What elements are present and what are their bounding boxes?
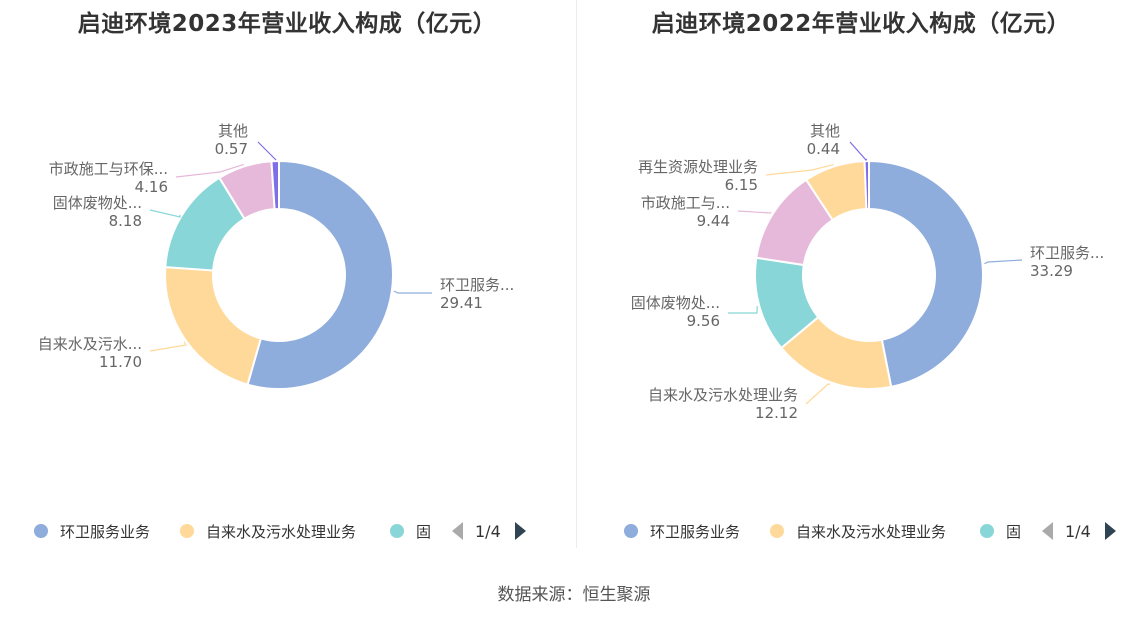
slice-value-label: 8.18 [109, 212, 142, 230]
chart-panel-2023: 启迪环境2023年营业收入构成（亿元） 环卫服务... 29.41 自来水及污水..… [0, 0, 574, 560]
leader-line [175, 163, 244, 178]
legend-2022: 环卫服务业务 自来水及污水处理业务 固 1/4 [574, 517, 1148, 547]
legend-item-solid-waste[interactable]: 固 [980, 517, 1021, 545]
legend-item-sanitation[interactable]: 环卫服务业务 [34, 517, 150, 545]
slice-label: 其他 [218, 122, 248, 140]
chart-title-2023: 启迪环境2023年营业收入构成（亿元） [77, 11, 497, 37]
slice-label: 固体废物处... [631, 294, 720, 312]
slice-value-label: 9.44 [697, 212, 730, 230]
slice-value-label: 11.70 [99, 353, 142, 371]
donut-slice[interactable] [868, 159, 984, 389]
leader-line [765, 163, 834, 176]
leader-line [149, 341, 187, 352]
legend-pager: 1/4 [452, 517, 526, 545]
slice-label: 市政施工与... [641, 194, 730, 212]
slice-label: 环卫服务... [440, 276, 514, 294]
donut-chart-2023: 环卫服务...29.41 自来水及污水...11.70 固体废物处...8.18 市政… [38, 122, 514, 390]
data-source-note: 数据来源：恒生聚源 [497, 585, 651, 605]
prev-page-icon[interactable] [1042, 522, 1053, 540]
legend-dot-icon [180, 524, 194, 538]
legend-pager: 1/4 [1042, 517, 1116, 545]
legend-label: 固 [416, 522, 432, 541]
legend-label: 环卫服务业务 [60, 522, 151, 541]
legend-page-indicator: 1/4 [475, 521, 501, 541]
leader-line [149, 209, 181, 218]
slice-label: 固体废物处... [53, 194, 142, 212]
next-page-icon[interactable] [514, 522, 526, 540]
slice-value-label: 9.56 [687, 312, 720, 330]
leader-line [805, 383, 831, 405]
legend-label: 环卫服务业务 [650, 522, 741, 541]
legend-2023: 环卫服务业务 自来水及污水处理业务 固 1/4 [0, 517, 574, 547]
legend-dot-icon [624, 524, 638, 538]
slice-label: 环卫服务... [1030, 244, 1104, 262]
slice-value-label: 4.16 [135, 178, 168, 196]
slice-label: 自来水及污水... [38, 335, 142, 353]
legend-label: 固 [1006, 522, 1022, 541]
leader-line [257, 141, 277, 161]
legend-item-water[interactable]: 自来水及污水处理业务 [770, 517, 946, 545]
legend-dot-icon [770, 524, 784, 538]
legend-item-solid-waste[interactable]: 固 [390, 517, 431, 545]
prev-page-icon[interactable] [452, 522, 463, 540]
panel-divider [576, 0, 577, 548]
leader-line [393, 290, 432, 294]
legend-item-water[interactable]: 自来水及污水处理业务 [180, 517, 356, 545]
legend-label: 自来水及污水处理业务 [796, 522, 947, 541]
donut-slice[interactable] [270, 159, 280, 211]
chart-title-2022: 启迪环境2022年营业收入构成（亿元） [651, 11, 1071, 37]
legend-dot-icon [34, 524, 48, 538]
slice-label: 自来水及污水处理业务 [648, 386, 798, 404]
leader-line [984, 259, 1023, 265]
slice-value-label: 6.15 [725, 176, 758, 194]
slice-value-label: 12.12 [755, 404, 798, 422]
slice-label: 其他 [810, 122, 840, 140]
chart-panel-2022: 启迪环境2022年营业收入构成（亿元） 环卫服务... 33.29 自来水及污水处理… [574, 0, 1148, 560]
slice-value-label: 0.57 [215, 140, 248, 158]
leader-line [849, 141, 868, 161]
slice-value-label: 29.41 [440, 294, 483, 312]
slice-value-label: 0.44 [807, 140, 840, 158]
slice-label: 市政施工与环保... [49, 160, 168, 178]
slice-label: 再生资源处理业务 [638, 158, 758, 176]
next-page-icon[interactable] [1104, 522, 1116, 540]
leader-line [728, 306, 758, 314]
donut-slice[interactable] [164, 266, 263, 386]
slice-value-label: 33.29 [1030, 262, 1073, 280]
legend-dot-icon [980, 524, 994, 538]
leader-line [737, 210, 772, 214]
legend-item-sanitation[interactable]: 环卫服务业务 [624, 517, 740, 545]
donut-slice[interactable] [863, 159, 870, 211]
legend-page-indicator: 1/4 [1065, 521, 1091, 541]
legend-dot-icon [390, 524, 404, 538]
legend-label: 自来水及污水处理业务 [206, 522, 357, 541]
donut-slice[interactable] [246, 159, 394, 390]
